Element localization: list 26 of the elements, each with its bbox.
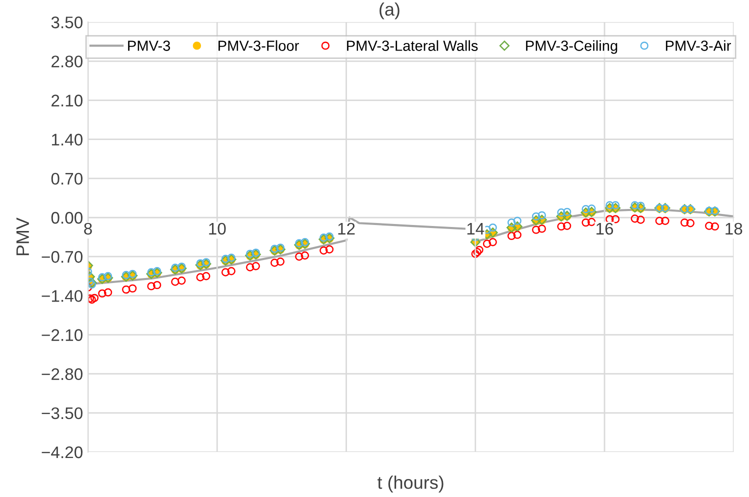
legend-label: PMV-3-Air bbox=[666, 40, 731, 51]
y-tick-label: 3.50 bbox=[51, 16, 82, 28]
x-tick-label: 16 bbox=[596, 222, 614, 235]
y-tick-label: −0.70 bbox=[42, 251, 82, 263]
y-tick-label: −2.80 bbox=[42, 368, 82, 380]
x-tick-label: 12 bbox=[338, 222, 355, 234]
y-tick-label: 2.80 bbox=[52, 56, 82, 68]
x-tick-label: 14 bbox=[467, 223, 484, 234]
x-tick-label: 10 bbox=[209, 222, 226, 235]
y-tick-label: 1.40 bbox=[52, 134, 82, 146]
chart-title: (a) bbox=[380, 2, 400, 20]
y-tick-label: −4.20 bbox=[42, 446, 82, 458]
y-tick-label: 0.00 bbox=[51, 212, 82, 224]
y-tick-label: −3.50 bbox=[42, 407, 82, 420]
legend-label: PMV-3-Floor bbox=[218, 40, 299, 51]
x-tick-label: 18 bbox=[726, 222, 742, 235]
legend-label: PMV-3-Ceiling bbox=[526, 40, 618, 54]
x-axis-title: t (hours) bbox=[377, 476, 444, 492]
y-axis-title: PMV bbox=[16, 218, 29, 256]
legend-label: PMV-3 bbox=[128, 40, 170, 51]
y-tick-label: −2.10 bbox=[42, 329, 82, 341]
x-tick-label: 8 bbox=[84, 222, 92, 235]
legend-label: PMV-3-Lateral Walls bbox=[347, 40, 478, 51]
y-tick-label: −1.40 bbox=[42, 290, 82, 302]
y-tick-label: 2.10 bbox=[52, 94, 82, 106]
y-tick-label: 0.70 bbox=[51, 172, 82, 185]
